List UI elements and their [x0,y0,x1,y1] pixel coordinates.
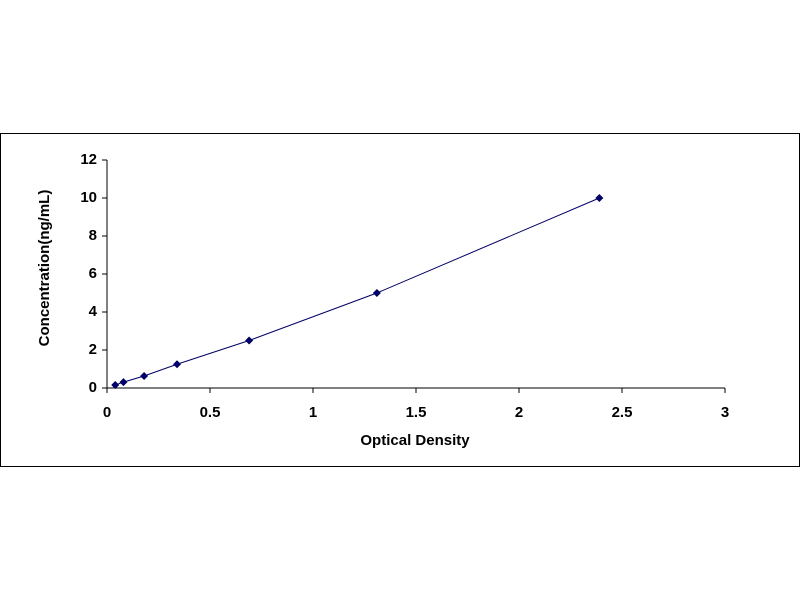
point [140,372,149,381]
x-axis-label: Optical Density [360,432,470,449]
y-axis-label: Concentration(ng/mL) [36,190,53,347]
y-tick-label: 0 [89,379,97,396]
x-tick-label: 2 [515,404,523,421]
x-tick-label: 0.5 [200,404,221,421]
y-tick-label: 8 [89,227,97,244]
x-tick-label: 1 [309,404,317,421]
x-tick-label: 3 [721,404,729,421]
chart-frame [0,133,800,467]
y-tick-label: 12 [80,151,97,168]
point [119,378,128,387]
y-tick-label: 6 [89,265,97,282]
x-tick-label: 1.5 [406,404,427,421]
y-tick-label: 10 [80,189,97,206]
point [245,336,254,345]
point [111,380,120,389]
y-tick-label: 2 [89,341,97,358]
point [173,360,182,369]
x-tick-label: 0 [103,404,111,421]
point [372,289,381,297]
x-tick-label: 2.5 [612,404,633,421]
point [595,194,604,202]
y-tick-label: 4 [89,303,98,320]
